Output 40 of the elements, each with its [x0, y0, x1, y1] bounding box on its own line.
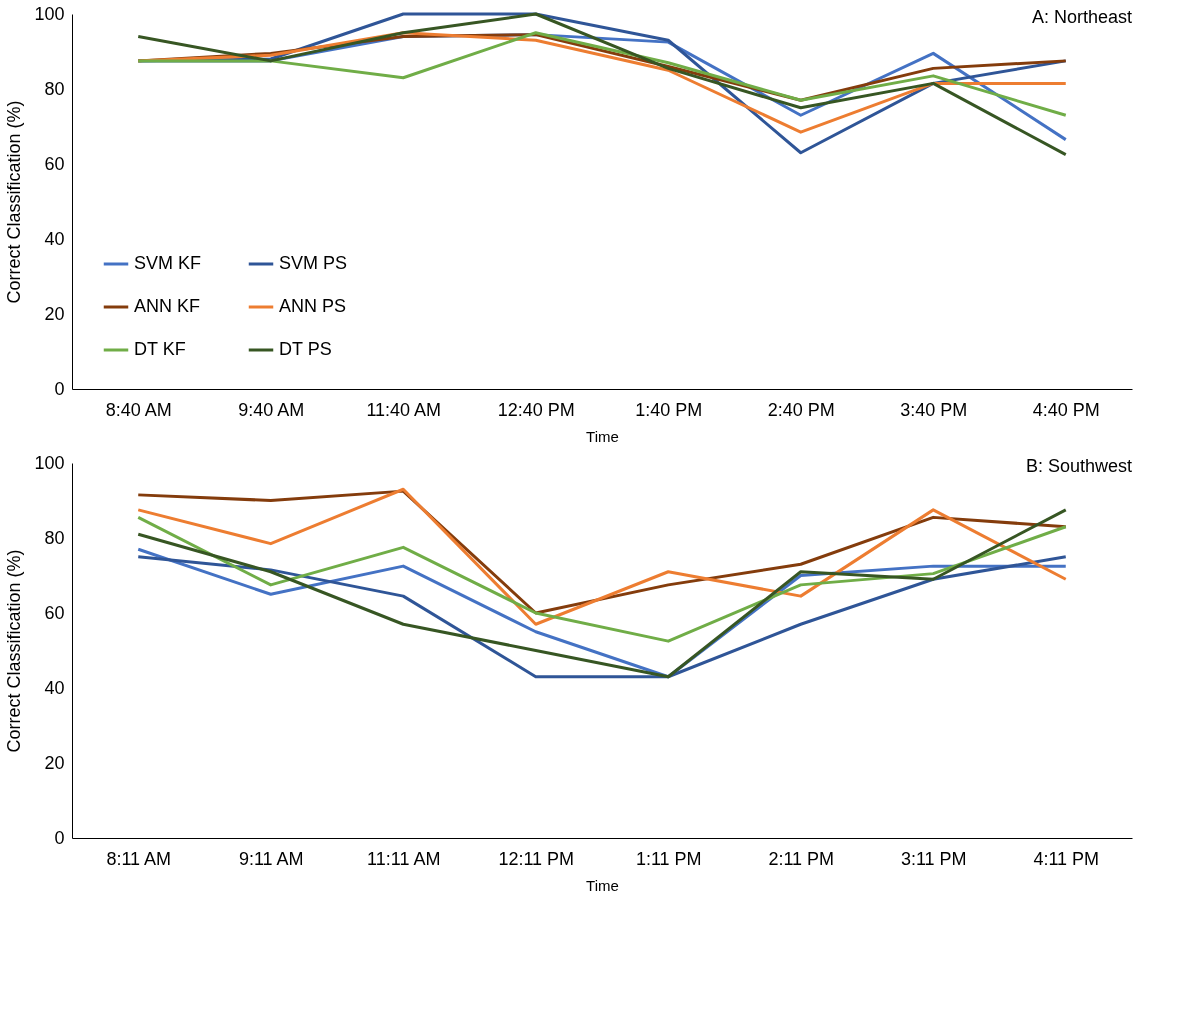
x-tick-label: 1:40 PM: [635, 399, 703, 420]
x-tick-label: 8:40 AM: [105, 399, 172, 420]
x-tick-label: 1:11 PM: [635, 848, 702, 869]
y-tick-label: 20: [44, 752, 65, 773]
chart-title: B: Southwest: [1025, 456, 1132, 476]
y-tick-label: 100: [34, 452, 65, 473]
x-tick-label: 9:11 AM: [238, 848, 304, 869]
y-tick-label: 0: [54, 378, 65, 399]
x-tick-label: 3:11 PM: [900, 848, 967, 869]
legend-label: DT PS: [279, 339, 332, 359]
legend-label: DT KF: [134, 339, 186, 359]
x-tick-label: 12:40 PM: [497, 399, 575, 420]
x-axis-title: Time: [586, 427, 619, 445]
x-tick-label: 2:40 PM: [767, 399, 835, 420]
x-tick-label: 2:11 PM: [768, 848, 835, 869]
y-tick-label: 80: [44, 527, 65, 548]
x-tick-label: 9:40 AM: [238, 399, 305, 420]
y-axis-title: Correct Classification (%): [4, 100, 25, 304]
y-tick-label: 80: [44, 78, 65, 99]
x-tick-label: 4:11 PM: [1033, 848, 1100, 869]
y-tick-label: 60: [44, 602, 65, 623]
y-tick-label: 100: [34, 3, 65, 24]
x-tick-label: 4:40 PM: [1032, 399, 1100, 420]
y-tick-label: 40: [44, 228, 65, 249]
legend-label: SVM PS: [279, 253, 348, 273]
y-tick-label: 40: [44, 677, 65, 698]
y-tick-label: 0: [54, 827, 65, 848]
x-tick-label: 11:11 AM: [367, 848, 441, 869]
x-tick-label: 12:11 PM: [498, 848, 575, 869]
legend-label: ANN PS: [279, 296, 347, 316]
chart-title: A: Northeast: [1031, 7, 1132, 27]
y-tick-label: 20: [44, 303, 65, 324]
y-tick-label: 60: [44, 153, 65, 174]
legend-label: SVM KF: [134, 253, 202, 273]
x-tick-label: 3:40 PM: [900, 399, 968, 420]
y-axis-title: Correct Classification (%): [4, 549, 25, 753]
legend-label: ANN KF: [134, 296, 201, 316]
x-tick-label: 8:11 AM: [106, 848, 172, 869]
x-tick-label: 11:40 AM: [366, 399, 442, 420]
x-axis-title: Time: [586, 876, 619, 894]
